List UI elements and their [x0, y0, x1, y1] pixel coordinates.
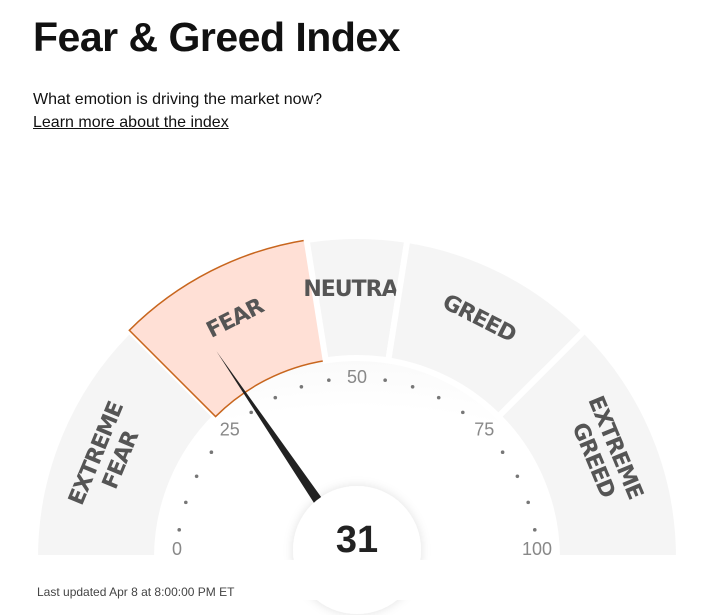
tick-dot	[209, 450, 214, 454]
tick-dot	[383, 378, 387, 383]
tick-dot	[177, 528, 182, 532]
title: Fear & Greed Index	[33, 14, 400, 60]
tick-dot	[327, 378, 331, 383]
last-updated: Last updated Apr 8 at 8:00:00 PM ET	[37, 585, 235, 599]
tick-dot	[299, 385, 304, 389]
tick-dot	[194, 474, 199, 479]
tick-label: 100	[522, 539, 552, 559]
tick-dot	[532, 528, 537, 532]
tick-dot	[500, 450, 505, 454]
tick-dot	[249, 410, 253, 415]
tick-dot	[515, 474, 520, 479]
tick-dot	[184, 500, 188, 505]
segment	[494, 326, 683, 561]
tick-label: 75	[474, 419, 494, 439]
tick-dot	[410, 385, 415, 389]
tick-label: 50	[347, 367, 367, 387]
tick-dot	[461, 410, 465, 415]
needle	[216, 351, 331, 516]
subtitle: What emotion is driving the market now?	[33, 91, 323, 108]
tick-label: 0	[172, 539, 182, 559]
badge-cut	[277, 560, 437, 600]
tick-label: 25	[220, 419, 240, 439]
value-label: 31	[336, 519, 378, 561]
tick-dot	[526, 500, 530, 505]
tick-dot	[273, 395, 278, 400]
tick-dot	[436, 395, 441, 400]
segment-label: NEUTRAL	[303, 277, 411, 302]
learn-more-link[interactable]: Learn more about the index	[33, 114, 229, 131]
